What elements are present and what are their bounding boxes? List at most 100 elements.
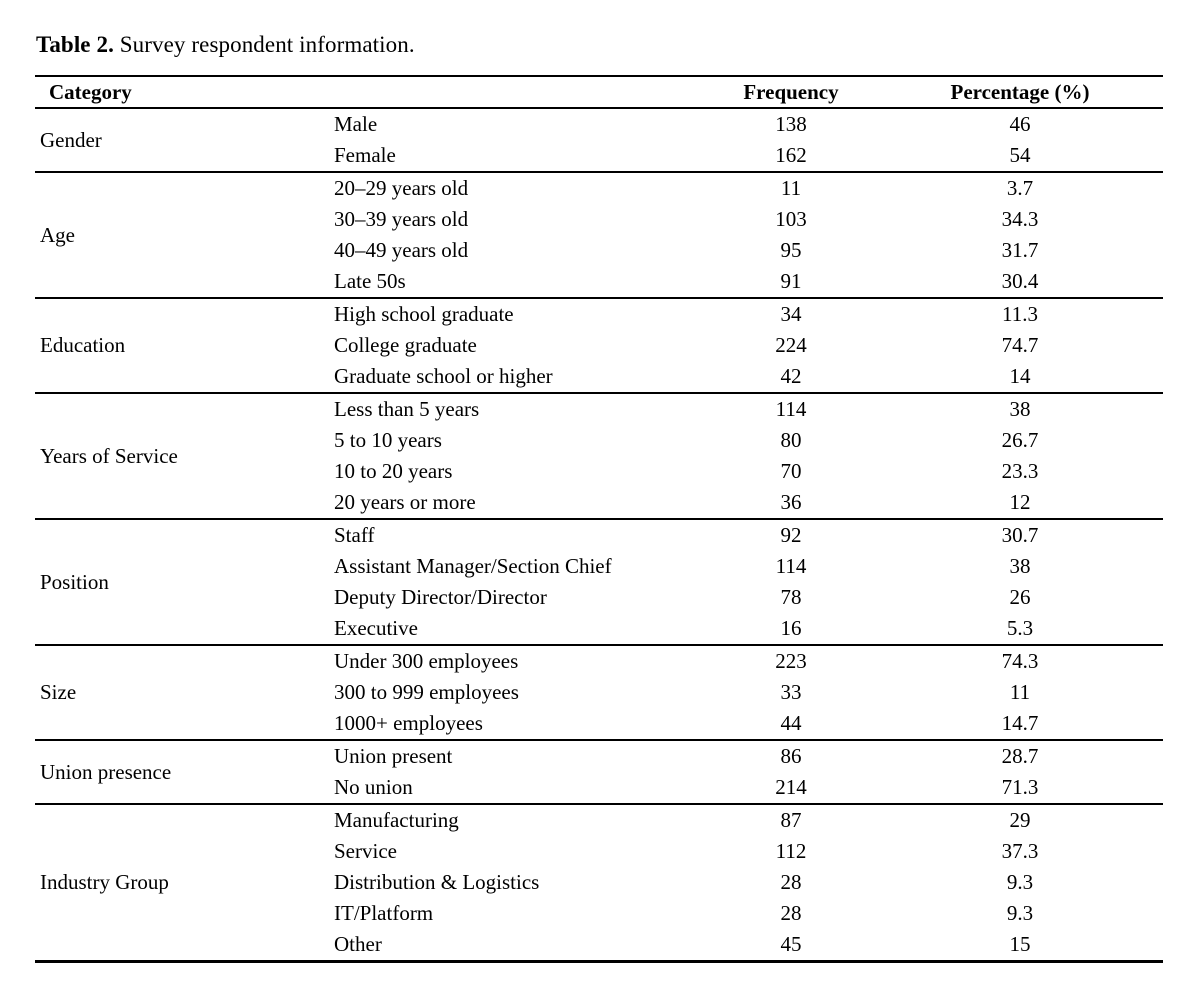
frequency-cell: 33 bbox=[780, 680, 802, 704]
table-row: Industry Group Manufacturing 87 29 bbox=[35, 804, 1163, 894]
frequency-cell: 114 bbox=[775, 397, 807, 421]
frequency-cell: 45 bbox=[780, 932, 802, 956]
survey-respondent-table: Category Frequency Percentage (%) Gender… bbox=[35, 75, 1163, 963]
row-label-cell: Staff bbox=[334, 523, 375, 547]
group-education: Education High school graduate 34 11.3 Colle… bbox=[35, 298, 1163, 393]
percentage-cell: 30.7 bbox=[1001, 523, 1039, 547]
percentage-cell: 26 bbox=[1009, 585, 1031, 609]
table-caption: Table 2. Survey respondent information. bbox=[36, 30, 1197, 60]
percentage-cell: 23.3 bbox=[1001, 459, 1039, 483]
table-head: Category Frequency Percentage (%) bbox=[35, 76, 1163, 108]
row-label-cell: 20–29 years old bbox=[334, 176, 469, 200]
table-row: 10 to 20 years 70 23.3 bbox=[35, 456, 1163, 487]
frequency-cell: 162 bbox=[775, 143, 807, 167]
header-row: Category Frequency Percentage (%) bbox=[35, 76, 1163, 108]
table-row: Graduate school or higher 42 14 bbox=[35, 361, 1163, 393]
percentage-cell: 15 bbox=[1009, 932, 1031, 956]
row-label-cell: Service bbox=[334, 839, 397, 863]
row-label-cell: Late 50s bbox=[334, 269, 406, 293]
frequency-cell: 87 bbox=[780, 808, 802, 832]
frequency-cell: 78 bbox=[780, 585, 802, 609]
table-row: 20 years or more 36 12 bbox=[35, 487, 1163, 519]
category-cell: Union presence bbox=[40, 759, 172, 784]
row-label-cell: 300 to 999 employees bbox=[334, 680, 519, 704]
row-label-cell: Assistant Manager/Section Chief bbox=[334, 554, 612, 578]
table-row: Age 20–29 years old 11 3.7 bbox=[35, 172, 1163, 247]
table-row: 40–49 years old 95 31.7 bbox=[35, 235, 1163, 266]
row-label-cell: 1000+ employees bbox=[334, 711, 483, 735]
row-label-cell: College graduate bbox=[334, 333, 477, 357]
row-label-cell: Less than 5 years bbox=[334, 397, 480, 421]
header-frequency: Frequency bbox=[743, 80, 839, 104]
percentage-cell: 38 bbox=[1009, 554, 1031, 578]
percentage-cell: 14.7 bbox=[1001, 711, 1039, 735]
table-row: Female 162 54 bbox=[35, 140, 1163, 172]
table-row: Years of Service Less than 5 years 114 38 bbox=[35, 393, 1163, 468]
table-row: 300 to 999 employees 33 11 bbox=[35, 677, 1163, 708]
percentage-cell: 29 bbox=[1009, 808, 1031, 832]
frequency-cell: 28 bbox=[780, 870, 802, 894]
percentage-cell: 3.7 bbox=[1006, 176, 1034, 200]
frequency-cell: 86 bbox=[780, 744, 802, 768]
table-row: Size Under 300 employees 223 74.3 bbox=[35, 645, 1163, 704]
frequency-cell: 70 bbox=[780, 459, 802, 483]
frequency-cell: 44 bbox=[780, 711, 802, 735]
group-gender: Gender Male 138 46 Female 162 54 bbox=[35, 108, 1163, 172]
frequency-cell: 224 bbox=[775, 333, 807, 357]
table-row: Late 50s 91 30.4 bbox=[35, 266, 1163, 298]
percentage-cell: 14 bbox=[1009, 364, 1031, 388]
row-label-cell: Under 300 employees bbox=[334, 649, 519, 673]
frequency-cell: 114 bbox=[775, 554, 807, 578]
row-label-cell: Executive bbox=[334, 616, 418, 640]
frequency-cell: 80 bbox=[780, 428, 802, 452]
percentage-cell: 34.3 bbox=[1001, 207, 1039, 231]
percentage-cell: 30.4 bbox=[1001, 269, 1039, 293]
row-label-cell: Graduate school or higher bbox=[334, 364, 553, 388]
category-cell: Years of Service bbox=[40, 443, 178, 468]
row-label-cell: 5 to 10 years bbox=[334, 428, 442, 452]
row-label-cell: 30–39 years old bbox=[334, 207, 469, 231]
table-row: Service 112 37.3 bbox=[35, 836, 1163, 867]
category-cell: Industry Group bbox=[40, 870, 169, 894]
frequency-cell: 138 bbox=[775, 112, 807, 136]
percentage-cell: 9.3 bbox=[1006, 870, 1034, 894]
percentage-cell: 31.7 bbox=[1001, 238, 1039, 262]
percentage-cell: 71.3 bbox=[1001, 775, 1039, 799]
table-row: College graduate 224 74.7 bbox=[35, 330, 1163, 361]
frequency-cell: 223 bbox=[775, 649, 807, 673]
percentage-cell: 46 bbox=[1009, 112, 1031, 136]
table-row: Deputy Director/Director 78 26 bbox=[35, 582, 1163, 613]
frequency-cell: 112 bbox=[775, 839, 807, 863]
table-row: 1000+ employees 44 14.7 bbox=[35, 708, 1163, 740]
group-years-of-service: Years of Service Less than 5 years 114 38 5 … bbox=[35, 393, 1163, 519]
percentage-cell: 54 bbox=[1009, 143, 1031, 167]
frequency-cell: 16 bbox=[780, 616, 802, 640]
row-label-cell: 20 years or more bbox=[334, 490, 476, 514]
row-label-cell: Other bbox=[334, 932, 382, 956]
percentage-cell: 26.7 bbox=[1001, 428, 1039, 452]
frequency-cell: 36 bbox=[780, 490, 802, 514]
category-cell: Size bbox=[40, 680, 77, 704]
frequency-cell: 92 bbox=[780, 523, 802, 547]
table-row: No union 214 71.3 bbox=[35, 772, 1163, 804]
frequency-cell: 214 bbox=[775, 775, 807, 799]
percentage-cell: 28.7 bbox=[1001, 744, 1039, 768]
table-row: Gender Male 138 46 bbox=[35, 108, 1163, 152]
frequency-cell: 11 bbox=[780, 176, 802, 200]
category-cell: Position bbox=[40, 569, 109, 594]
category-cell: Gender bbox=[40, 127, 102, 152]
table-row: 30–39 years old 103 34.3 bbox=[35, 204, 1163, 235]
table-row: Union presence Union present 86 28.7 bbox=[35, 740, 1163, 784]
category-cell: Education bbox=[40, 333, 126, 357]
percentage-cell: 37.3 bbox=[1001, 839, 1039, 863]
percentage-cell: 11 bbox=[1009, 680, 1031, 704]
category-cell: Age bbox=[40, 222, 75, 247]
percentage-cell: 9.3 bbox=[1006, 901, 1034, 925]
frequency-cell: 95 bbox=[780, 238, 802, 262]
percentage-cell: 5.3 bbox=[1006, 616, 1034, 640]
row-label-cell: Union present bbox=[334, 744, 453, 768]
row-label-cell: Deputy Director/Director bbox=[334, 585, 547, 609]
table-row: Education High school graduate 34 11.3 bbox=[35, 298, 1163, 357]
group-age: Age 20–29 years old 11 3.7 30–39 years old 10… bbox=[35, 172, 1163, 298]
